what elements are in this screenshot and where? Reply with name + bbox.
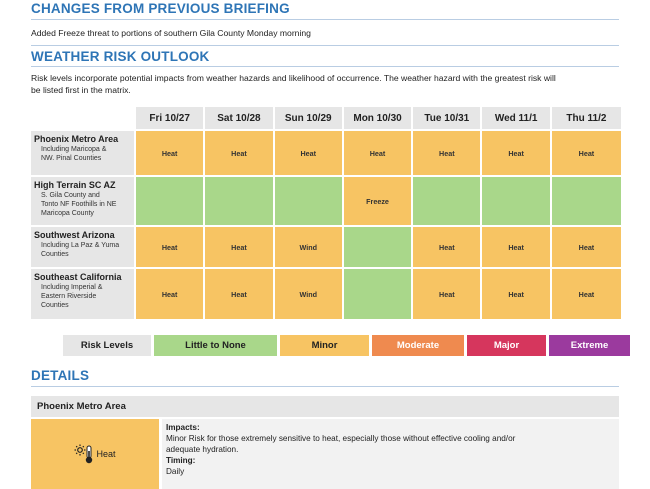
legend-item: Little to None [154, 335, 277, 356]
day-header: Wed 11/1 [482, 107, 552, 131]
risk-cell: Heat [274, 131, 344, 177]
outlook-intro-line1: Risk levels incorporate potential impact… [31, 73, 556, 83]
risk-cell: Heat [136, 131, 206, 177]
day-header: Thu 11/2 [551, 107, 622, 131]
details-rule [31, 386, 619, 387]
day-header: Fri 10/27 [136, 107, 206, 131]
area-subtext: S. Gila County and [41, 192, 100, 199]
matrix-corner [31, 107, 136, 131]
risk-cell [482, 177, 552, 227]
risk-cell: Heat [136, 227, 206, 269]
area-subtext: Including La Paz & Yuma [41, 242, 120, 249]
risk-cell [343, 269, 414, 321]
changes-title: CHANGES FROM PREVIOUS BRIEFING [31, 1, 290, 16]
day-header: Sun 10/29 [274, 107, 344, 131]
details-title: DETAILS [31, 368, 90, 383]
risk-cell: Heat [482, 131, 552, 177]
area-subtext: Tonto NF Foothills in NE [41, 201, 117, 208]
risk-cell: Heat [343, 131, 414, 177]
area-name: High Terrain SC AZ [34, 180, 116, 190]
day-header: Mon 10/30 [343, 107, 414, 131]
risk-cell: Heat [482, 269, 552, 321]
matrix-row: High Terrain SC AZ S. Gila County and Tont… [31, 177, 622, 227]
area-subtext: Counties [41, 302, 69, 309]
risk-cell: Heat [551, 269, 622, 321]
legend-item: Minor [280, 335, 369, 356]
changes-rule [31, 19, 619, 20]
matrix-row: Phoenix Metro Area Including Maricopa & NW… [31, 131, 622, 177]
risk-cell: Heat [205, 131, 275, 177]
risk-cell: Heat [205, 227, 275, 269]
area-subtext: Maricopa County [41, 210, 94, 217]
outlook-title: WEATHER RISK OUTLOOK [31, 49, 210, 64]
risk-cell: Heat [413, 131, 483, 177]
risk-cell: Heat [551, 131, 622, 177]
day-header: Tue 10/31 [413, 107, 483, 131]
hazard-box: Heat [31, 419, 159, 489]
risk-legend: Risk Levels Little to None Minor Moderate Ma… [63, 335, 633, 356]
impacts-line2: adequate hydration. [166, 445, 239, 454]
risk-cell [413, 177, 483, 227]
hazard-label: Heat [96, 449, 116, 459]
legend-label: Risk Levels [63, 335, 151, 356]
legend-item: Moderate [372, 335, 464, 356]
impacts-label: Impacts: [166, 423, 200, 432]
risk-cell: Wind [274, 227, 344, 269]
thermometer-sun-icon [74, 444, 93, 464]
legend-item: Major [467, 335, 546, 356]
risk-cell: Heat [482, 227, 552, 269]
area-label-cell: Southeast California Including Imperial &… [31, 269, 136, 321]
risk-cell: Heat [413, 269, 483, 321]
changes-bottom-rule [31, 45, 619, 46]
impact-box: Impacts: Minor Risk for those extremely … [162, 419, 619, 489]
area-subtext: Eastern Riverside [41, 293, 97, 300]
area-subtext: Including Maricopa & [41, 146, 107, 153]
outlook-intro-line2: be listed first in the matrix. [31, 85, 131, 95]
risk-cell: Heat [413, 227, 483, 269]
timing-text: Daily [166, 467, 185, 476]
area-name: Phoenix Metro Area [34, 134, 119, 144]
area-subtext: Including Imperial & [41, 284, 103, 291]
area-subtext: Counties [41, 251, 69, 258]
changes-text: Added Freeze threat to portions of south… [31, 28, 311, 38]
area-name: Southwest Arizona [34, 230, 115, 240]
risk-cell [136, 177, 206, 227]
risk-cell: Heat [136, 269, 206, 321]
risk-cell [551, 177, 622, 227]
day-header: Sat 10/28 [205, 107, 275, 131]
risk-cell: Heat [205, 269, 275, 321]
risk-cell [274, 177, 344, 227]
area-subtext: NW. Pinal Counties [41, 155, 102, 162]
matrix-row: Southeast California Including Imperial &… [31, 269, 622, 321]
risk-cell: Wind [274, 269, 344, 321]
risk-cell: Heat [551, 227, 622, 269]
outlook-intro: Risk levels incorporate potential impact… [31, 72, 556, 96]
detail-area-bar: Phoenix Metro Area [31, 396, 619, 417]
outlook-rule [31, 66, 619, 67]
risk-matrix: Fri 10/27 Sat 10/28 Sun 10/29 Mon 10/30 Tue … [31, 107, 622, 321]
risk-cell: Freeze [343, 177, 414, 227]
area-name: Southeast California [34, 272, 122, 282]
impacts-line1: Minor Risk for those extremely sensitive… [166, 434, 516, 443]
risk-cell [343, 227, 414, 269]
matrix-row: Southwest Arizona Including La Paz & Yuma… [31, 227, 622, 269]
area-label-cell: Phoenix Metro Area Including Maricopa & NW… [31, 131, 136, 177]
timing-label: Timing: [166, 456, 196, 465]
risk-cell [205, 177, 275, 227]
legend-item: Extreme [549, 335, 630, 356]
area-label-cell: Southwest Arizona Including La Paz & Yuma… [31, 227, 136, 269]
area-label-cell: High Terrain SC AZ S. Gila County and Tont… [31, 177, 136, 227]
